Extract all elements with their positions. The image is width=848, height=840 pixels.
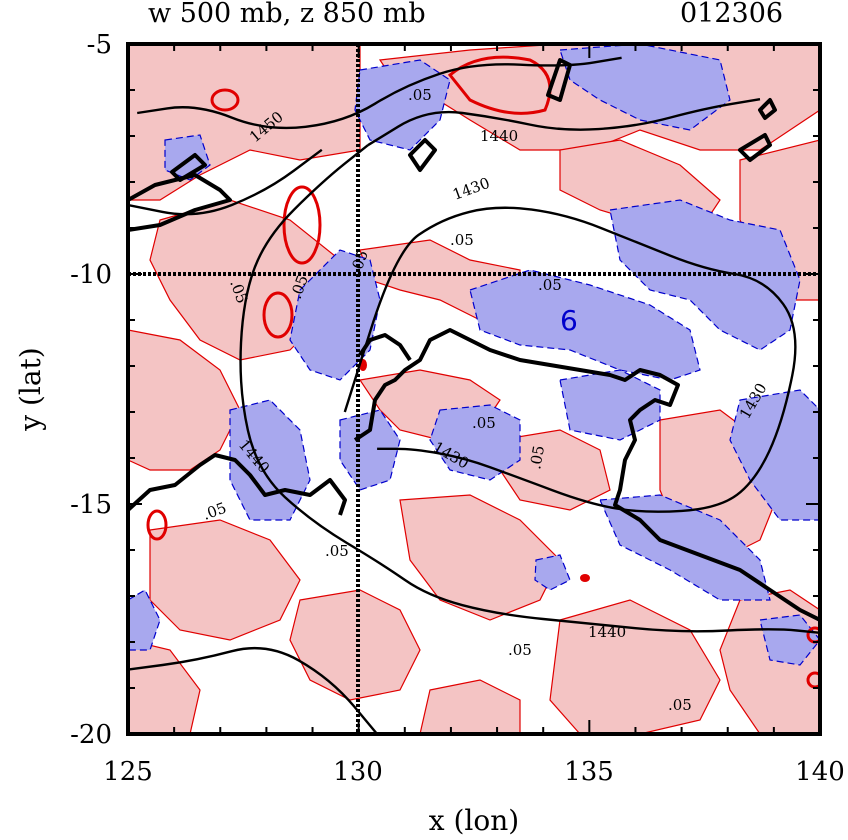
chart-title-right: 012306 <box>680 0 783 29</box>
plot-area: 1450 1440 1430 1440 1430 1430 1440 .05 .… <box>128 44 820 734</box>
height-contour-line <box>128 148 323 216</box>
contour-label: .05 <box>450 231 474 249</box>
chart-title-left: w 500 mb, z 850 mb <box>148 0 426 29</box>
contour-label: .05 <box>668 696 692 714</box>
x-axis-label: x (lon) <box>429 804 519 837</box>
height-contour-line <box>239 144 820 634</box>
x-tick-labels: 125 130 135 140 <box>103 757 845 787</box>
contour-label: .05 <box>538 276 562 294</box>
contour-label: .05 <box>526 444 548 471</box>
height-contours <box>128 56 820 734</box>
axis-ticks <box>127 43 821 735</box>
x-tick-label: 125 <box>103 757 153 787</box>
plot-frame <box>126 42 822 736</box>
coastline <box>128 58 820 622</box>
contour-label: 1440 <box>480 127 518 145</box>
y-tick-label: -15 <box>70 490 112 520</box>
y-tick-label: -20 <box>70 720 112 750</box>
x-tick-label: 135 <box>564 757 614 787</box>
contour-label: .05 <box>472 414 496 432</box>
contour-label: 1440 <box>588 623 626 641</box>
x-tick-label: 140 <box>795 757 845 787</box>
strong-positive-contours <box>146 55 820 689</box>
y-tick-label: -10 <box>70 260 112 290</box>
height-contour-line <box>343 206 797 513</box>
contour-label: .05 <box>325 542 349 560</box>
contour-labels: 1450 1440 1430 1440 1430 1430 1440 .05 .… <box>200 86 770 714</box>
height-contour-line <box>367 98 761 147</box>
y-tick-labels: -5 -10 -15 -20 <box>70 30 112 750</box>
height-contour-line <box>128 646 379 734</box>
y-tick-label: -5 <box>87 30 112 60</box>
x-tick-label: 130 <box>333 757 383 787</box>
height-contour-line <box>137 56 622 130</box>
contour-label: .05 <box>408 86 432 104</box>
peak-marker: 6 <box>560 304 578 337</box>
y-axis-label: y (lat) <box>14 347 47 431</box>
contour-label: .05 <box>508 641 532 659</box>
